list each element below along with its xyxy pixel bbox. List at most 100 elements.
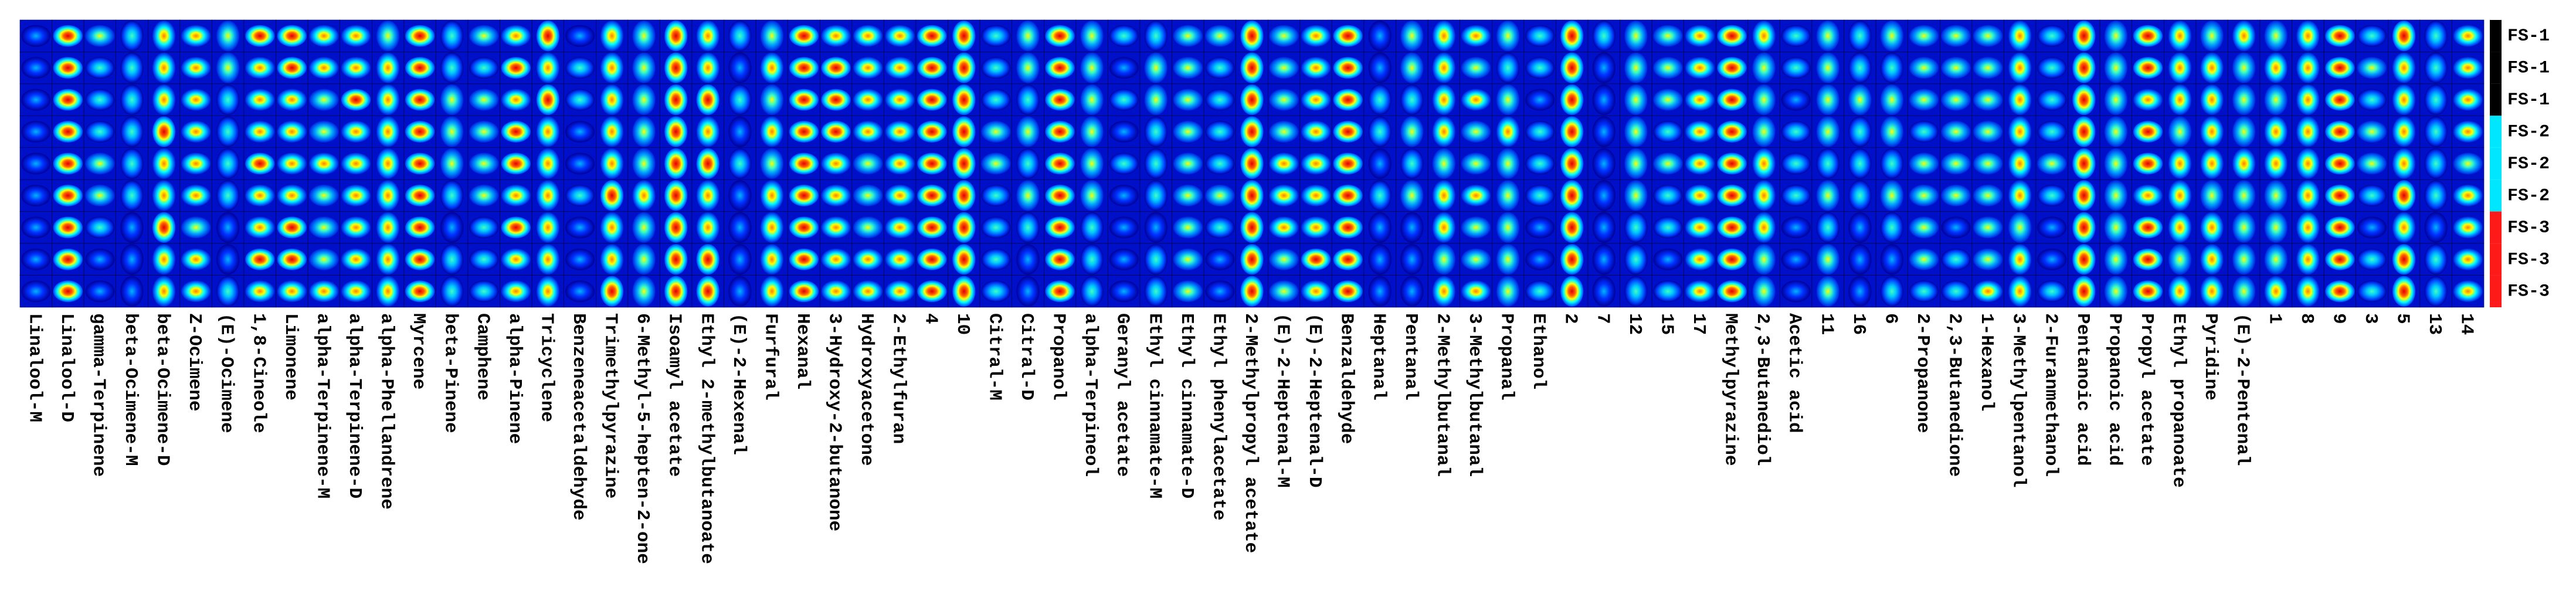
cell-spot [1301, 57, 1331, 79]
cell-spot [536, 180, 560, 211]
column-label: 16 [1848, 313, 1869, 335]
cell-spot [1624, 116, 1648, 147]
column-label: beta-Ocimene-D [152, 313, 173, 466]
cell-spot [1880, 148, 1904, 179]
cell-spot [664, 212, 688, 243]
cell-spot [600, 116, 624, 147]
cell-spot [245, 57, 275, 79]
cell-spot [2200, 180, 2224, 211]
cell-spot [696, 116, 719, 147]
cell-spot [216, 21, 240, 52]
cell-spot [1973, 184, 2003, 206]
cell-spot [405, 89, 435, 111]
cell-spot [952, 116, 976, 147]
column-label: 2-Furanmethanol [2040, 313, 2061, 477]
cell-spot [917, 216, 947, 239]
cell-spot [952, 276, 976, 307]
cell-spot [1752, 52, 1776, 83]
cell-spot [1717, 89, 1747, 111]
cell-spot [1080, 148, 1104, 179]
column-label: 2-Ethylfuran [888, 313, 909, 444]
cell-spot [1045, 280, 1075, 303]
column-label: Pentanoic acid [2072, 313, 2093, 466]
cell-spot [1080, 244, 1104, 275]
column-label: Hydroxyacetone [856, 313, 877, 466]
cell-spot [1240, 116, 1264, 147]
cell-spot [1016, 212, 1040, 243]
cell-spot [789, 89, 819, 111]
cell-spot [309, 57, 339, 79]
column-label: Linalool-D [56, 313, 77, 422]
group-color-bar [2490, 211, 2502, 244]
cell-spot [277, 216, 307, 239]
cell-spot [885, 280, 915, 303]
cell-spot [1717, 184, 1747, 206]
cell-spot [696, 244, 719, 275]
cell-spot [1173, 152, 1203, 175]
cell-spot [440, 84, 464, 116]
cell-spot [2392, 52, 2416, 83]
cell-spot [2168, 84, 2192, 116]
cell-spot [2453, 121, 2483, 143]
cell-spot [1560, 84, 1584, 116]
cell-spot [981, 121, 1011, 143]
cell-spot [2424, 212, 2448, 243]
cell-spot [1909, 216, 1939, 239]
column-label: Ethyl phenylacetate [1208, 313, 1228, 520]
cell-spot [440, 244, 464, 275]
cell-spot [565, 280, 595, 303]
cell-spot [565, 121, 595, 143]
cell-spot [2232, 180, 2256, 211]
cell-spot [440, 52, 464, 83]
cell-spot [2453, 89, 2483, 111]
cell-spot [440, 148, 464, 179]
cell-spot [2453, 216, 2483, 239]
cell-spot [664, 21, 688, 52]
cell-spot [2264, 52, 2287, 83]
cell-spot [2168, 116, 2192, 147]
cell-spot [2424, 244, 2448, 275]
cell-spot [85, 216, 115, 239]
cell-spot [1400, 21, 1424, 52]
cell-spot [1045, 25, 1075, 47]
cell-spot [536, 84, 560, 116]
cell-spot [1624, 180, 1648, 211]
cell-spot [789, 216, 819, 239]
cell-spot [696, 52, 719, 83]
cell-spot [2357, 152, 2387, 175]
cell-spot [1333, 280, 1363, 303]
cell-spot [565, 184, 595, 206]
cell-spot [1144, 148, 1167, 179]
cell-spot [1685, 248, 1715, 270]
cell-spot [2392, 276, 2416, 307]
cell-spot [664, 84, 688, 116]
cell-spot [1400, 212, 1424, 243]
cell-spot [1496, 21, 1520, 52]
cell-spot [2072, 84, 2096, 116]
cell-spot [1973, 248, 2003, 270]
cell-spot [2072, 180, 2096, 211]
cell-spot [181, 57, 211, 79]
cell-spot [1144, 52, 1167, 83]
column-label: (E)-Ocimene [216, 313, 237, 433]
cell-spot [2325, 152, 2355, 175]
cell-spot [1045, 248, 1075, 270]
cell-spot [1368, 212, 1391, 243]
cell-spot [21, 184, 51, 206]
cell-spot [1496, 212, 1520, 243]
cell-spot [1016, 244, 1040, 275]
cell-spot [2357, 121, 2387, 143]
cell-spot [1909, 57, 1939, 79]
cell-spot [885, 89, 915, 111]
cell-spot [565, 216, 595, 239]
cell-spot [1240, 244, 1264, 275]
column-label: (E)-2-Heptenal-M [1272, 313, 1293, 488]
cell-spot [2325, 184, 2355, 206]
column-label: (E)-2-Hexenal [728, 313, 749, 455]
cell-spot [1400, 116, 1424, 147]
column-label: 4 [920, 313, 941, 324]
cell-spot [1781, 89, 1811, 111]
cell-spot [565, 57, 595, 79]
cell-spot [1496, 244, 1520, 275]
cell-spot [1461, 216, 1491, 239]
